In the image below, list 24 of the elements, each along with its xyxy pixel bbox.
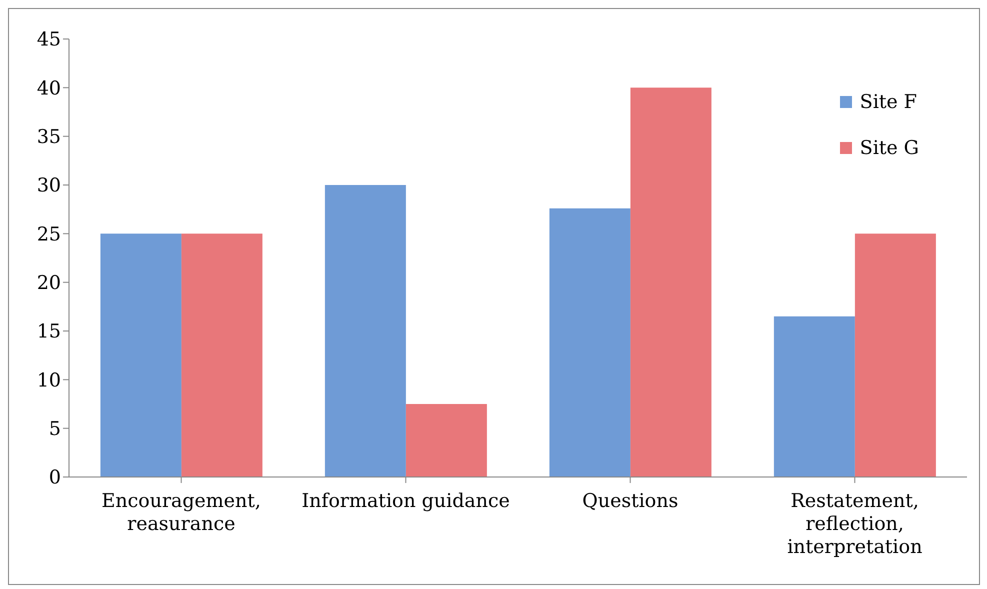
- y-tick-label: 25: [36, 223, 61, 246]
- y-tick-label: 5: [48, 418, 61, 440]
- bar: [324, 185, 406, 477]
- y-tick-label: 40: [36, 77, 61, 100]
- y-tick-label: 45: [36, 28, 61, 51]
- y-tick-label: 10: [36, 369, 61, 392]
- bar: [854, 234, 936, 477]
- y-tick-label: 30: [36, 174, 61, 197]
- legend-label: Site F: [860, 91, 917, 113]
- bar: [549, 208, 630, 477]
- y-tick-label: 15: [36, 320, 61, 343]
- x-tick-label: Restatement, reflection, interpretation: [787, 490, 922, 558]
- legend-label: Site G: [860, 137, 919, 159]
- y-tick-label: 20: [36, 272, 61, 294]
- x-tick-label: Encouragement, reasurance: [102, 490, 261, 535]
- y-tick-label: 35: [36, 126, 61, 148]
- x-tick-label: Questions: [582, 490, 678, 512]
- bar: [406, 404, 487, 477]
- bar: [774, 316, 855, 477]
- bar: [181, 234, 262, 477]
- bar: [100, 234, 182, 477]
- bar: [630, 88, 712, 477]
- x-tick-label: Information guidance: [302, 490, 510, 512]
- y-tick-label: 0: [48, 466, 61, 489]
